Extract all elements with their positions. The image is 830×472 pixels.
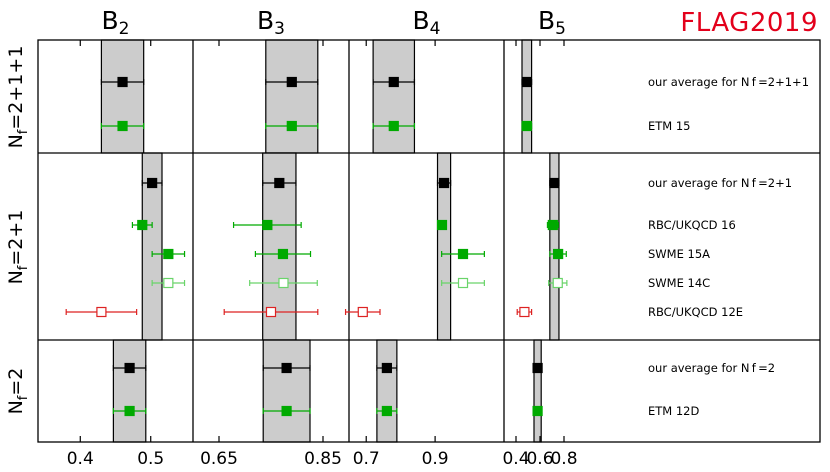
- legend-label: ETM 12D: [648, 404, 700, 418]
- row-label-subscript: f: [15, 265, 31, 270]
- x-tick-label: 0.4: [67, 449, 94, 469]
- average-band: [521, 39, 533, 154]
- data-marker: [532, 362, 543, 374]
- legend-label: ETM 15: [648, 119, 691, 133]
- data-marker: [553, 248, 564, 260]
- row-label-symbol: N: [5, 400, 28, 415]
- data-marker: [438, 177, 450, 189]
- data-marker: [388, 120, 399, 132]
- column-header-subscript: 4: [429, 19, 441, 39]
- x-tick-label: 0.6: [526, 449, 553, 469]
- data-marker: [265, 306, 277, 318]
- row-label-symbol: N: [5, 269, 28, 284]
- data-marker: [124, 405, 135, 417]
- row-label-suffix: =2+1+1: [5, 45, 28, 130]
- column-header-subscript: 5: [555, 19, 566, 39]
- legend-label: SWME 15A: [648, 247, 710, 261]
- data-marker: [457, 248, 469, 260]
- data-marker: [457, 277, 469, 289]
- plot-frame: [37, 39, 821, 443]
- x-tick-label: 0.8: [550, 449, 577, 469]
- legend-label: RBC/UKQCD 16: [648, 218, 736, 232]
- x-tick-label: 0.4: [502, 449, 529, 469]
- row-label-suffix: =2+1: [5, 209, 28, 266]
- data-marker: [262, 219, 273, 231]
- legend-label: our average for N f =2+1+1: [648, 75, 809, 89]
- legend-label: our average for N f =2: [648, 361, 775, 375]
- row-label-subscript: f: [15, 395, 31, 401]
- column-header-b4: B4: [413, 6, 441, 39]
- data-marker: [552, 277, 563, 289]
- average-band: [372, 39, 416, 154]
- average-band: [100, 39, 145, 154]
- data-marker: [547, 219, 558, 231]
- data-marker: [277, 248, 289, 260]
- average-band: [262, 339, 311, 443]
- data-marker: [137, 219, 148, 231]
- data-marker: [117, 120, 128, 132]
- x-tick-label: 0.65: [200, 449, 238, 469]
- column-header-subscript: 3: [274, 19, 285, 39]
- column-header-label: B: [101, 6, 119, 35]
- data-marker: [286, 76, 297, 88]
- average-band: [376, 339, 398, 443]
- column-header-b5: B5: [538, 6, 566, 39]
- column-header-label: B: [538, 6, 556, 35]
- column-header-b3: B3: [257, 6, 285, 39]
- row-label-nf-2-1-1: Nf=2+1+1: [5, 45, 31, 148]
- data-marker: [388, 76, 399, 88]
- x-tick-label: 0.9: [422, 449, 449, 469]
- average-band: [265, 39, 319, 154]
- data-marker: [281, 405, 292, 417]
- data-marker: [286, 120, 297, 132]
- data-marker: [521, 120, 532, 132]
- row-label-suffix: =2: [5, 367, 28, 396]
- legend-label: SWME 14C: [648, 276, 710, 290]
- x-tick-label: 0.7: [353, 449, 380, 469]
- data-marker: [281, 362, 292, 374]
- data-marker: [117, 76, 128, 88]
- data-marker: [357, 306, 368, 318]
- column-header-label: B: [257, 6, 275, 35]
- legend-label: our average for N f =2+1: [648, 176, 792, 190]
- data-marker: [147, 177, 158, 189]
- data-marker: [381, 362, 392, 374]
- column-header-b2: B2: [102, 6, 130, 39]
- row-label-symbol: N: [5, 133, 28, 148]
- row-label-subscript: f: [15, 129, 31, 134]
- column-header-label: B: [412, 6, 430, 35]
- row-label-nf-2: Nf=2: [5, 368, 31, 415]
- x-tick-label: 0.85: [304, 449, 342, 469]
- data-marker: [532, 405, 543, 417]
- flag-logo: FLAG2019: [680, 8, 818, 38]
- legend-label: RBC/UKQCD 12E: [648, 305, 743, 319]
- data-marker: [381, 405, 392, 417]
- data-marker: [124, 362, 135, 374]
- column-header-subscript: 2: [118, 19, 130, 39]
- data-marker: [163, 248, 174, 260]
- data-marker: [436, 219, 448, 231]
- average-band: [533, 339, 542, 443]
- row-label-nf-2-1: Nf=2+1: [5, 209, 31, 284]
- average-band: [112, 339, 147, 443]
- x-tick-label: 0.5: [137, 449, 164, 469]
- data-marker: [549, 177, 560, 189]
- data-marker: [521, 76, 532, 88]
- data-marker: [519, 306, 530, 318]
- data-marker: [274, 177, 285, 189]
- data-marker: [163, 277, 174, 289]
- data-marker: [96, 306, 107, 318]
- data-marker: [278, 277, 289, 289]
